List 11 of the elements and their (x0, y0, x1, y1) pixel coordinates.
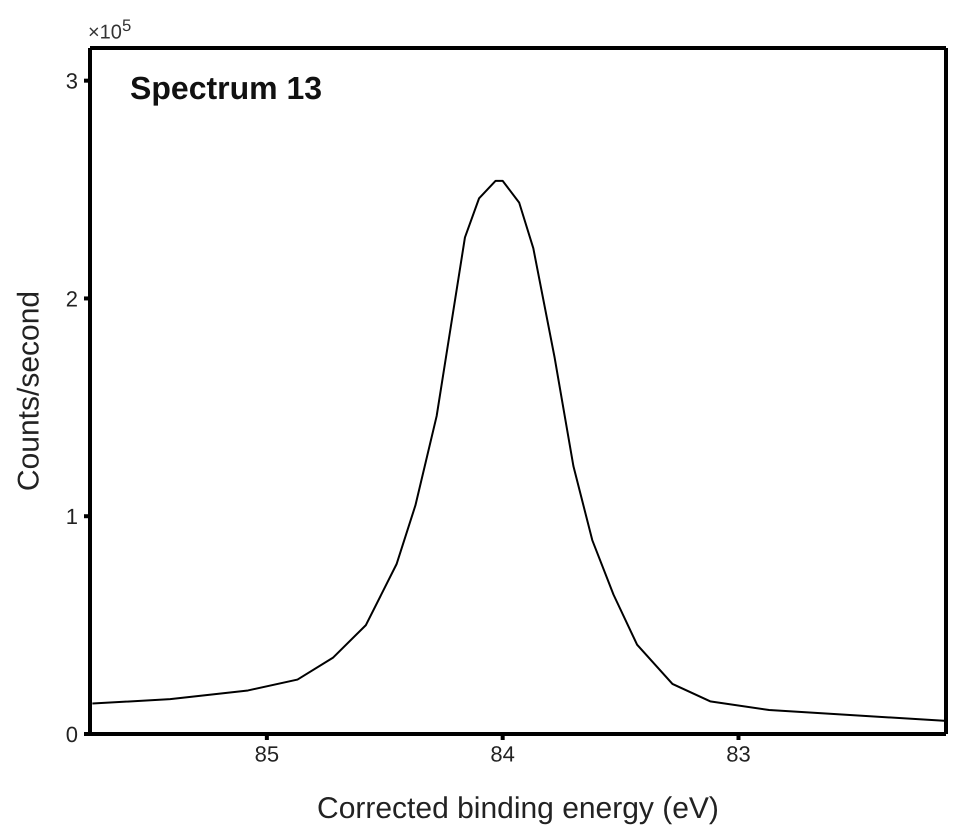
y-tick-label: 3 (66, 68, 78, 94)
text: Spectrum 13 (130, 70, 322, 107)
text: ×10$^{5}$ (88, 16, 132, 45)
x-tick-label: 83 (726, 742, 751, 767)
y-axis-title: Counts/second (12, 290, 46, 492)
y-tick-label: 1 (66, 504, 78, 530)
y-tick-label: 2 (66, 286, 78, 312)
y-tick-label: 0 (66, 722, 78, 747)
x-tick-label: 84 (490, 742, 515, 767)
x-axis-title: Corrected binding energy (eV) (317, 792, 719, 825)
x-tick-label: 85 (254, 742, 280, 767)
